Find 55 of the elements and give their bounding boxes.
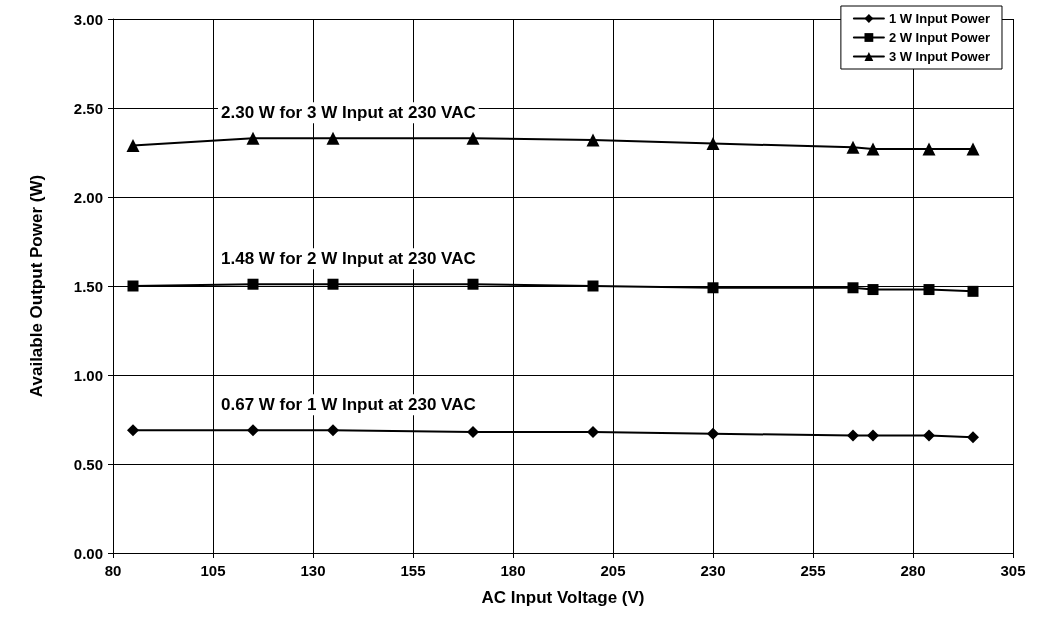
point xyxy=(127,280,139,292)
point xyxy=(706,137,720,151)
point xyxy=(967,285,979,297)
x-tick-label: 255 xyxy=(800,562,826,579)
legend-label: 1 W Input Power xyxy=(888,11,991,26)
point xyxy=(923,284,935,296)
point xyxy=(866,142,880,156)
x-tick-label: 180 xyxy=(500,562,526,579)
point xyxy=(327,278,339,290)
point xyxy=(126,138,140,152)
annotation: 1.48 W for 2 W Input at 230 VAC xyxy=(221,249,476,269)
x-tick-label: 280 xyxy=(900,562,926,579)
point xyxy=(867,429,879,442)
x-tick-label: 305 xyxy=(1000,562,1026,579)
x-axis-title: AC Input Voltage (V) xyxy=(481,588,645,607)
y-tick-label: 2.00 xyxy=(73,188,103,206)
point xyxy=(327,424,339,437)
point xyxy=(967,431,979,444)
point xyxy=(326,131,340,145)
point xyxy=(847,429,859,442)
point xyxy=(466,131,480,145)
x-tick-label: 80 xyxy=(104,562,122,579)
point xyxy=(247,424,259,437)
y-tick-label: 0.00 xyxy=(73,544,103,562)
point xyxy=(587,280,599,292)
point xyxy=(467,278,479,290)
point xyxy=(707,427,719,440)
point xyxy=(847,282,859,294)
y-tick-label: 1.50 xyxy=(73,277,103,295)
x-tick-label: 205 xyxy=(600,562,626,579)
y-tick-label: 3.00 xyxy=(73,10,103,28)
y-axis-title: Available Output Power (W) xyxy=(27,174,46,398)
x-tick-label: 105 xyxy=(200,562,226,579)
point xyxy=(246,131,260,145)
legend-label: 3 W Input Power xyxy=(888,49,991,64)
y-tick-label: 2.50 xyxy=(73,99,103,117)
point xyxy=(922,142,936,156)
point xyxy=(867,284,879,296)
x-tick-label: 130 xyxy=(300,562,326,579)
legend-label: 2 W Input Power xyxy=(888,30,991,45)
point xyxy=(586,133,600,147)
point xyxy=(707,282,719,294)
x-tick-label: 230 xyxy=(700,562,726,579)
annotation: 0.67 W for 1 W Input at 230 VAC xyxy=(221,395,476,415)
point xyxy=(966,142,980,156)
x-tick-label: 155 xyxy=(400,562,426,579)
annotation: 2.30 W for 3 W Input at 230 VAC xyxy=(221,103,476,123)
point xyxy=(247,278,259,290)
point xyxy=(846,140,860,154)
y-tick-label: 0.50 xyxy=(73,455,103,473)
point xyxy=(127,424,139,437)
point xyxy=(923,429,935,442)
point xyxy=(467,425,479,438)
y-tick-label: 1.00 xyxy=(73,366,103,384)
point xyxy=(587,425,599,438)
